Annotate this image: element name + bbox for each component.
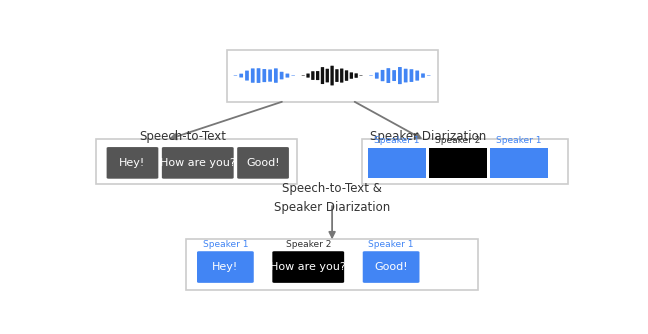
FancyBboxPatch shape — [292, 75, 295, 76]
Bar — [490, 148, 548, 178]
Text: Good!: Good! — [246, 158, 280, 168]
FancyBboxPatch shape — [239, 73, 243, 77]
Text: Hey!: Hey! — [213, 262, 238, 272]
FancyBboxPatch shape — [233, 75, 237, 76]
FancyBboxPatch shape — [404, 69, 408, 82]
FancyBboxPatch shape — [251, 68, 255, 83]
FancyBboxPatch shape — [274, 68, 278, 83]
Text: Speaker 1: Speaker 1 — [368, 240, 414, 249]
Text: Speaker 1: Speaker 1 — [203, 240, 248, 249]
FancyBboxPatch shape — [421, 73, 425, 78]
FancyBboxPatch shape — [340, 68, 343, 82]
FancyBboxPatch shape — [335, 69, 338, 82]
FancyBboxPatch shape — [321, 67, 324, 84]
FancyBboxPatch shape — [262, 69, 266, 82]
FancyBboxPatch shape — [427, 75, 431, 76]
Bar — [429, 148, 487, 178]
FancyBboxPatch shape — [286, 73, 289, 77]
FancyBboxPatch shape — [301, 75, 305, 76]
Text: Speech-to-Text: Speech-to-Text — [139, 130, 226, 143]
Text: Speaker 1: Speaker 1 — [375, 136, 420, 145]
FancyBboxPatch shape — [162, 147, 234, 179]
Text: Speech-to-Text &
Speaker Diarization: Speech-to-Text & Speaker Diarization — [274, 182, 390, 214]
FancyBboxPatch shape — [386, 68, 390, 83]
FancyBboxPatch shape — [227, 50, 437, 102]
FancyBboxPatch shape — [375, 72, 378, 79]
FancyBboxPatch shape — [326, 69, 329, 82]
FancyBboxPatch shape — [354, 73, 358, 78]
FancyBboxPatch shape — [107, 147, 158, 179]
FancyBboxPatch shape — [268, 69, 272, 82]
FancyBboxPatch shape — [369, 75, 373, 76]
FancyBboxPatch shape — [187, 239, 478, 290]
FancyBboxPatch shape — [398, 67, 402, 84]
FancyBboxPatch shape — [280, 72, 283, 79]
Text: How are you?: How are you? — [160, 158, 236, 168]
FancyBboxPatch shape — [392, 70, 396, 81]
FancyBboxPatch shape — [245, 70, 249, 80]
FancyBboxPatch shape — [330, 66, 334, 86]
FancyBboxPatch shape — [96, 139, 297, 184]
FancyBboxPatch shape — [363, 251, 419, 283]
FancyBboxPatch shape — [307, 73, 310, 77]
FancyBboxPatch shape — [311, 71, 314, 80]
Text: Speaker Diarization: Speaker Diarization — [370, 130, 486, 143]
Text: Speaker 2: Speaker 2 — [435, 136, 481, 145]
FancyBboxPatch shape — [350, 72, 353, 79]
FancyBboxPatch shape — [316, 71, 319, 80]
FancyBboxPatch shape — [197, 251, 254, 283]
FancyBboxPatch shape — [410, 69, 413, 82]
FancyBboxPatch shape — [345, 70, 348, 81]
FancyBboxPatch shape — [257, 68, 260, 83]
Text: Hey!: Hey! — [119, 158, 146, 168]
Text: Good!: Good! — [375, 262, 408, 272]
Text: Speaker 2: Speaker 2 — [286, 240, 331, 249]
Text: How are you?: How are you? — [270, 262, 346, 272]
FancyBboxPatch shape — [362, 139, 568, 184]
FancyBboxPatch shape — [415, 70, 419, 80]
Text: Speaker 1: Speaker 1 — [496, 136, 542, 145]
Bar — [368, 148, 426, 178]
FancyBboxPatch shape — [237, 147, 289, 179]
FancyBboxPatch shape — [381, 70, 384, 81]
FancyBboxPatch shape — [272, 251, 344, 283]
FancyBboxPatch shape — [360, 75, 363, 76]
